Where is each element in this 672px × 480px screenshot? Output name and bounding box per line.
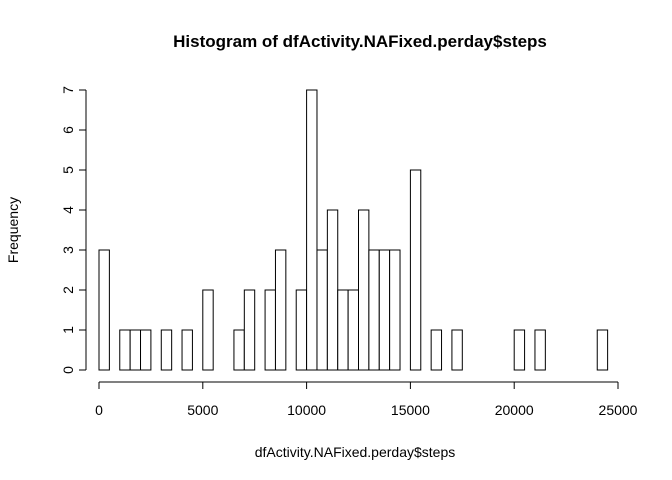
histogram-bar [140,329,152,371]
histogram-bar [295,289,308,371]
y-tick-label: 7 [60,86,76,94]
histogram-bar [274,249,287,371]
y-tick-label: 1 [60,326,76,334]
x-tick-label: 10000 [287,402,326,418]
histogram-bar [316,249,328,371]
y-tick-label: 6 [60,126,76,134]
x-axis: 0 5000 10000 15000 20000 25000 [95,381,638,418]
y-axis-label: Frequency [5,197,21,263]
y-tick-label: 4 [60,206,76,214]
histogram-bar [368,249,380,371]
histogram-bar [202,289,214,371]
x-tick-label: 25000 [599,402,638,418]
bars-group [98,89,609,371]
histogram-bar [264,289,276,371]
y-tick-label: 3 [60,246,76,254]
histogram-bar [233,329,245,371]
histogram-bar [430,329,443,371]
histogram-bar [358,209,370,371]
y-tick-label: 2 [60,286,76,294]
histogram-bar [534,329,546,371]
histogram-bar [326,209,339,371]
y-tick-label: 0 [60,366,76,374]
x-tick-label: 20000 [495,402,534,418]
histogram-bar [513,329,526,371]
histogram-bar [409,169,422,371]
histogram-bar [129,329,142,371]
y-tick-label: 5 [60,166,76,174]
histogram-bar [347,289,359,371]
chart-title: Histogram of dfActivity.NAFixed.perday$s… [173,32,547,51]
histogram-bar [306,89,318,371]
histogram-bar [451,329,463,371]
histogram-bar [98,249,110,371]
histogram-bar [596,329,609,371]
histogram-bar [160,329,173,371]
x-axis-label: dfActivity.NAFixed.perday$steps [255,444,456,460]
histogram-bar [337,289,349,371]
histogram-bar [243,289,256,371]
histogram-bar [378,249,391,371]
histogram-bar [181,329,193,371]
y-axis: 0 1 2 3 4 5 6 7 [60,86,87,374]
x-tick-label: 5000 [187,402,218,418]
x-tick-label: 0 [95,402,103,418]
histogram-bar [119,329,131,371]
x-tick-label: 15000 [391,402,430,418]
histogram-bar [389,249,401,371]
